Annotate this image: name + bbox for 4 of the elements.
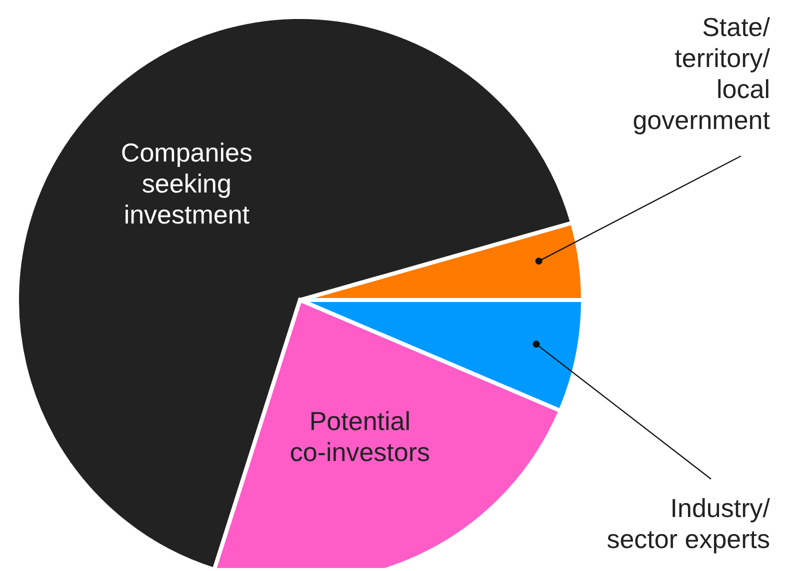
slice-label: State/territory/local government xyxy=(632,12,771,135)
slice-label: Companies seeking investment xyxy=(120,137,252,230)
slice-label: Industry/sector experts xyxy=(606,493,771,554)
slice-label: Potential co-investors xyxy=(290,406,430,468)
